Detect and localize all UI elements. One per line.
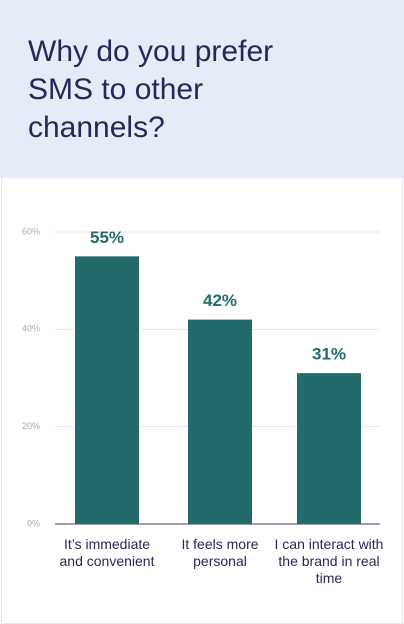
chart-title: Why do you prefer SMS to other channels? <box>28 35 274 144</box>
bar <box>188 319 252 524</box>
y-tick-label: 20% <box>22 421 40 431</box>
bar <box>297 373 361 524</box>
y-tick-label: 40% <box>22 324 40 334</box>
value-label: 42% <box>203 291 237 310</box>
bar <box>75 256 139 524</box>
x-tick-label: It’s immediate and convenient <box>59 536 155 569</box>
x-tick-label: I can interact with the brand in real ti… <box>274 536 384 586</box>
y-tick-label: 60% <box>22 226 40 236</box>
x-tick-label: It feels more personal <box>181 536 259 569</box>
value-label: 31% <box>312 345 346 364</box>
header-band: Why do you prefer SMS to other channels? <box>0 0 404 178</box>
value-label: 55% <box>90 228 124 247</box>
y-tick-label: 0% <box>27 518 40 528</box>
